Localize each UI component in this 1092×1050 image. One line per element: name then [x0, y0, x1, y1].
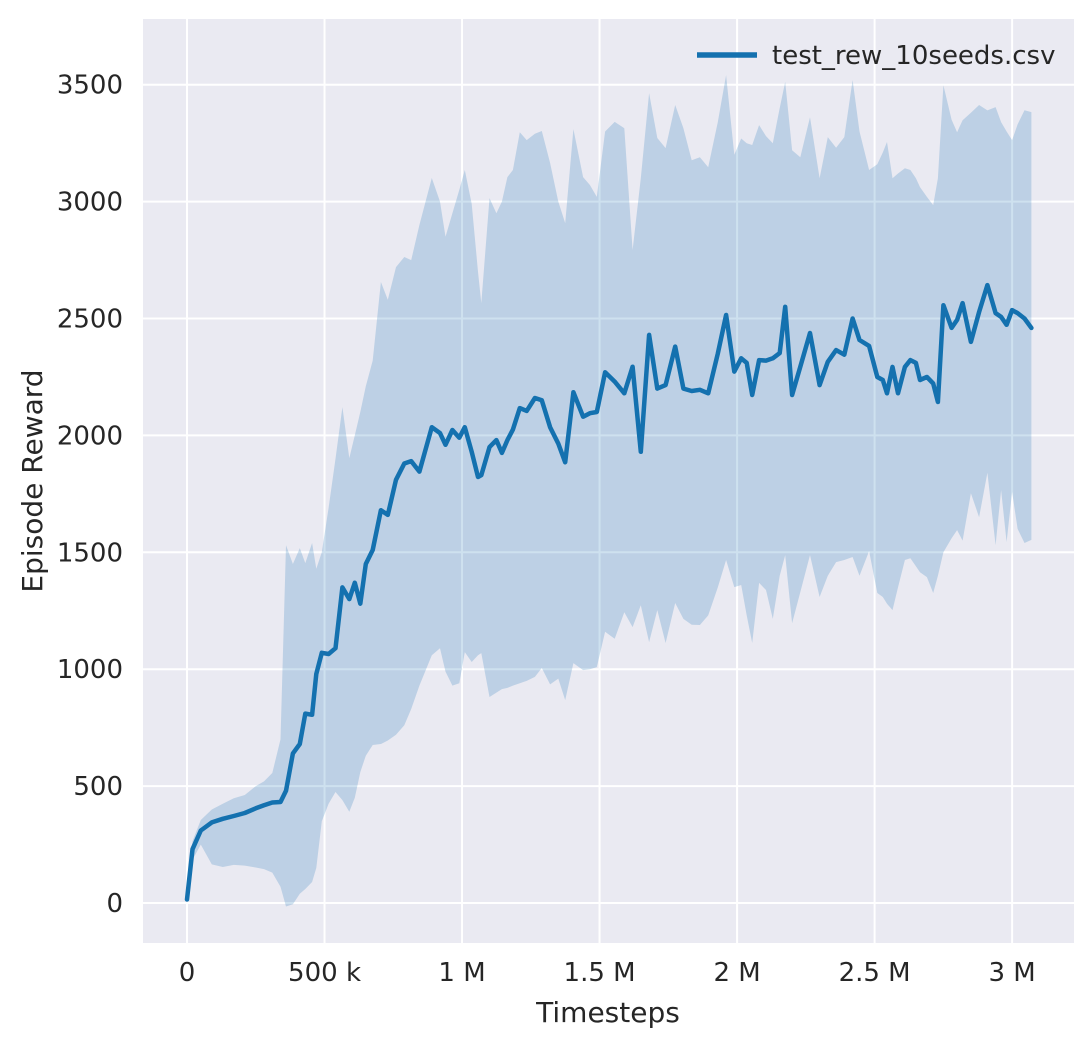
x-tick-label: 3 M: [988, 958, 1035, 988]
y-tick-label: 2000: [57, 421, 123, 451]
x-axis-label: Timesteps: [535, 996, 680, 1029]
gridlines: [143, 19, 1074, 943]
y-tick-label: 3000: [57, 188, 123, 218]
plot-area: [143, 19, 1074, 943]
mean-reward-line: [184, 282, 1034, 902]
y-tick-label: 0: [106, 889, 123, 919]
legend-label: test_rew_10seeds.csv: [772, 41, 1055, 71]
x-tick-label: 0: [179, 958, 196, 988]
y-tick-labels: 0 500 1000 1500 2000 2500 3000 3500: [57, 71, 123, 919]
y-tick-label: 500: [73, 772, 123, 802]
y-tick-label: 1000: [57, 655, 123, 685]
x-tick-label: 2 M: [713, 958, 760, 988]
y-tick-label: 3500: [57, 71, 123, 101]
legend: test_rew_10seeds.csv: [697, 41, 1055, 71]
x-tick-label: 500 k: [288, 958, 361, 988]
mean-line: [184, 282, 1034, 902]
x-tick-labels: 0 500 k 1 M 1.5 M 2 M 2.5 M 3 M: [179, 958, 1036, 988]
y-axis-label: Episode Reward: [16, 369, 49, 592]
x-tick-label: 1 M: [438, 958, 485, 988]
x-tick-label: 2.5 M: [839, 958, 911, 988]
y-tick-label: 2500: [57, 305, 123, 335]
x-tick-label: 1.5 M: [564, 958, 636, 988]
confidence-band: [187, 75, 1032, 907]
y-tick-label: 1500: [57, 538, 123, 568]
confidence-band-polygon: [187, 75, 1032, 907]
